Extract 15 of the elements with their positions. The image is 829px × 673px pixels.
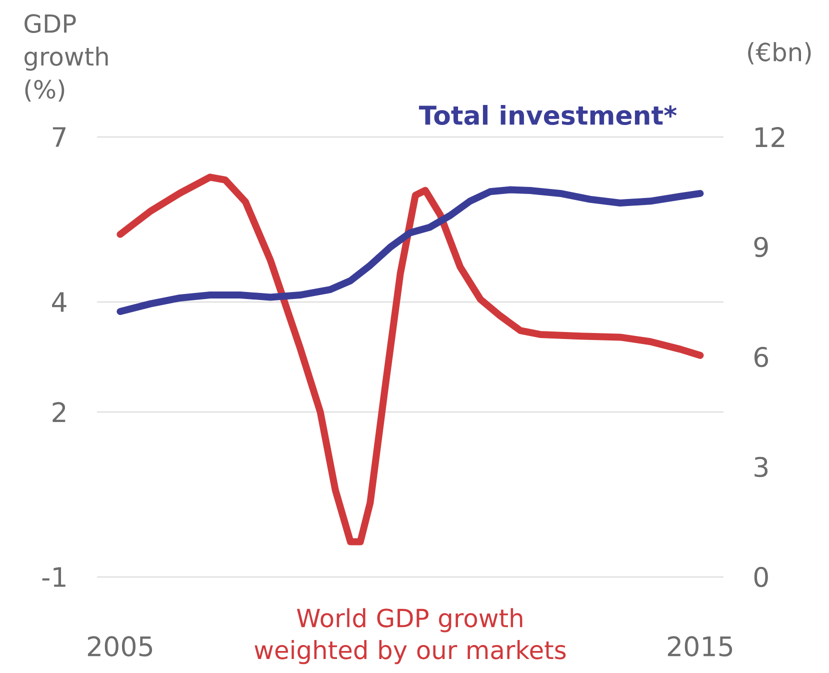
x-tick-label: 2015 — [668, 636, 732, 657]
text: Total investment* — [418, 104, 677, 126]
y-axis-title: GDP growth (%) — [24, 14, 108, 102]
y-tick-label: 2 — [52, 402, 66, 422]
x-tick-label: 2005 — [88, 636, 152, 657]
y-tick-label: -1 — [42, 567, 66, 587]
y-tick-label: 4 — [52, 292, 66, 312]
text: World GDP growth weighted by our markets — [254, 608, 566, 664]
y2-tick-label: 6 — [754, 346, 768, 368]
y2-tick-label: 12 — [756, 127, 784, 147]
y-tick-label: 7 — [52, 127, 66, 147]
y2-tick-label: 9 — [754, 236, 768, 258]
y2-tick-label: 3 — [754, 456, 768, 478]
y2-axis-title: (€bn) — [748, 42, 811, 64]
y2-tick-label: 0 — [754, 566, 768, 588]
